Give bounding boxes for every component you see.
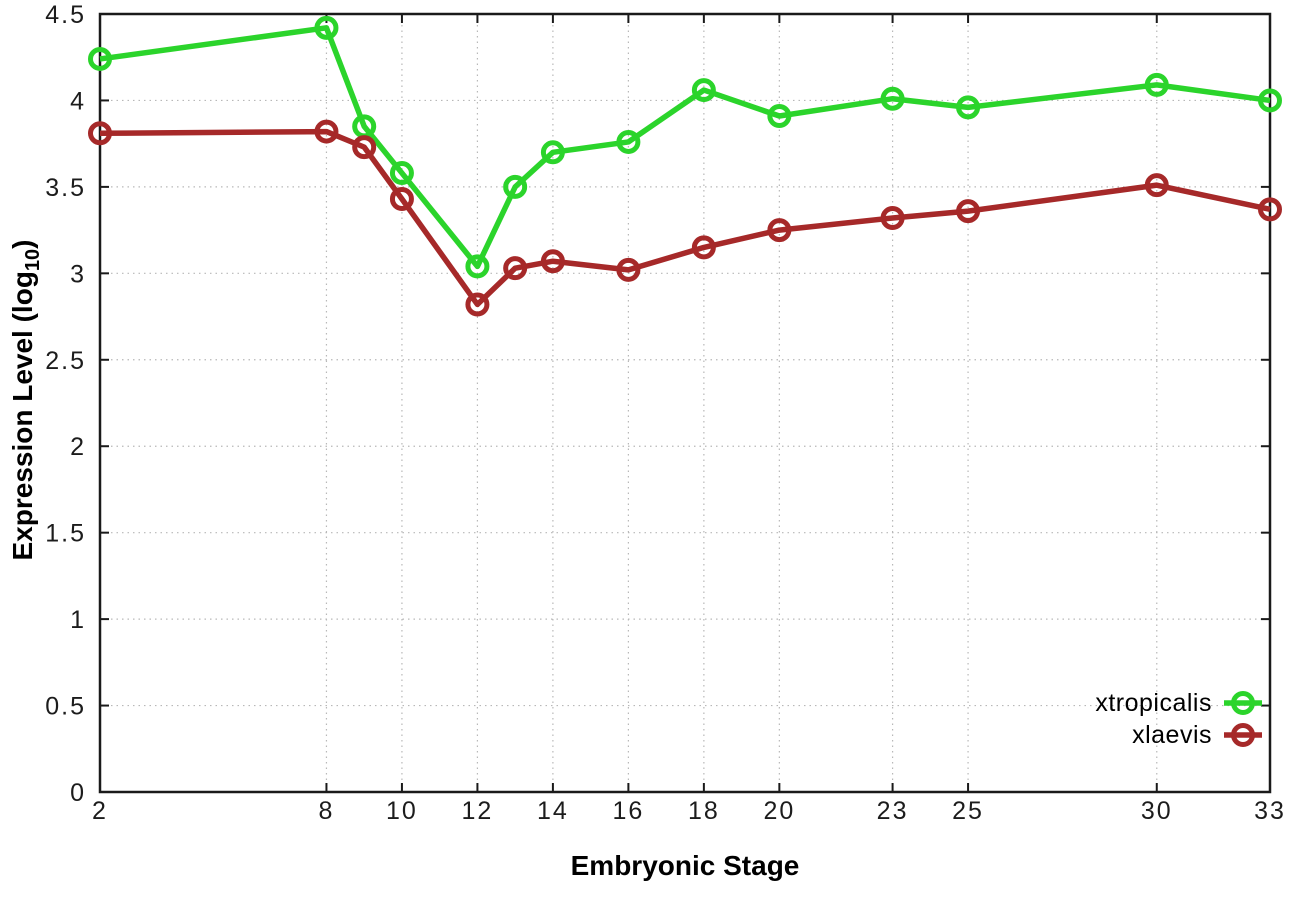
y-tick-label: 0.5	[45, 693, 86, 721]
tick-labels: 2 8 10 12 14 16 18 20 23 25 30 33 0 0.5 1 1.5 2 2.5 3 3.5 4 4…	[45, 1, 1286, 825]
axis-ticks	[99, 13, 1271, 793]
x-axis-title-text: Embryonic Stage	[570, 850, 800, 881]
x-tick-label: 12	[462, 797, 494, 825]
data-point-xtropicalis	[956, 95, 981, 120]
y-tick-label: 1	[70, 606, 86, 634]
x-tick-label: 33	[1254, 797, 1286, 825]
data-point-xlaevis	[88, 121, 112, 146]
x-tick-label: 30	[1141, 797, 1173, 825]
data-point-xlaevis	[880, 206, 905, 231]
x-tick-label: 10	[386, 797, 418, 825]
x-tick-label: 18	[688, 797, 720, 825]
data-point-xlaevis	[767, 218, 792, 243]
y-tick-label: 3	[70, 260, 86, 288]
data-point-xlaevis	[956, 199, 981, 224]
y-tick-label: 4	[70, 87, 86, 115]
data-point-xlaevis	[1144, 173, 1169, 198]
data-point-xtropicalis	[314, 15, 339, 40]
x-tick-label: 23	[877, 797, 909, 825]
legend-label-xlaevis: xlaevis	[1132, 721, 1212, 749]
legend-item-xtropicalis: xtropicalis	[1095, 689, 1262, 717]
data-point-xtropicalis	[767, 104, 792, 129]
legend-item-xlaevis: xlaevis	[1132, 721, 1262, 749]
plot-border	[98, 12, 1272, 794]
y-axis-title-subscript: 10	[21, 248, 44, 272]
data-point-xtropicalis	[389, 161, 414, 186]
y-tick-label: 4.5	[45, 1, 86, 29]
x-tick-label: 25	[952, 797, 984, 825]
data-point-xlaevis	[616, 257, 641, 282]
series-line-xtropicalis	[99, 25, 1271, 270]
x-tick-label: 20	[763, 797, 795, 825]
data-point-xlaevis	[691, 235, 716, 260]
y-tick-label: 0	[70, 779, 86, 807]
legend-marker-sample	[1231, 723, 1255, 747]
legend-marker-sample	[1231, 691, 1255, 715]
data-point-xtropicalis	[1144, 72, 1169, 97]
series-line-xlaevis	[99, 128, 1271, 308]
y-axis-title-suffix: )	[7, 239, 39, 249]
series-xtropicalis	[88, 15, 1282, 279]
data-point-xtropicalis	[880, 86, 905, 111]
data-point-xlaevis	[389, 186, 414, 211]
data-point-xlaevis	[314, 119, 339, 144]
x-tick-label: 16	[612, 797, 644, 825]
x-tick-label: 8	[318, 797, 334, 825]
data-point-xtropicalis	[88, 46, 112, 71]
x-tick-label: 14	[537, 797, 569, 825]
legend-label-xtropicalis: xtropicalis	[1095, 689, 1212, 717]
data-point-xtropicalis	[691, 78, 716, 103]
x-axis-title: Embryonic Stage	[571, 850, 800, 882]
legend: xtropicalis xlaevis	[1095, 689, 1262, 749]
data-point-xlaevis	[1258, 197, 1282, 222]
data-point-xlaevis	[352, 135, 377, 160]
data-point-xtropicalis	[616, 129, 641, 154]
data-point-xlaevis	[503, 256, 528, 281]
y-tick-label: 2	[70, 433, 86, 461]
data-point-xlaevis	[465, 292, 490, 317]
data-point-xtropicalis	[1258, 88, 1282, 113]
data-point-xtropicalis	[503, 174, 528, 199]
y-axis-title: Expression Level (log10)	[7, 240, 45, 561]
x-tick-label: 2	[92, 797, 108, 825]
y-tick-label: 1.5	[45, 520, 86, 548]
series-xlaevis	[88, 119, 1282, 317]
y-tick-label: 2.5	[45, 347, 86, 375]
y-tick-label: 3.5	[45, 174, 86, 202]
data-point-xtropicalis	[465, 254, 490, 279]
data-point-xlaevis	[540, 249, 565, 274]
y-axis-title-text: Expression Level (log	[7, 271, 39, 561]
data-point-xtropicalis	[540, 140, 565, 165]
